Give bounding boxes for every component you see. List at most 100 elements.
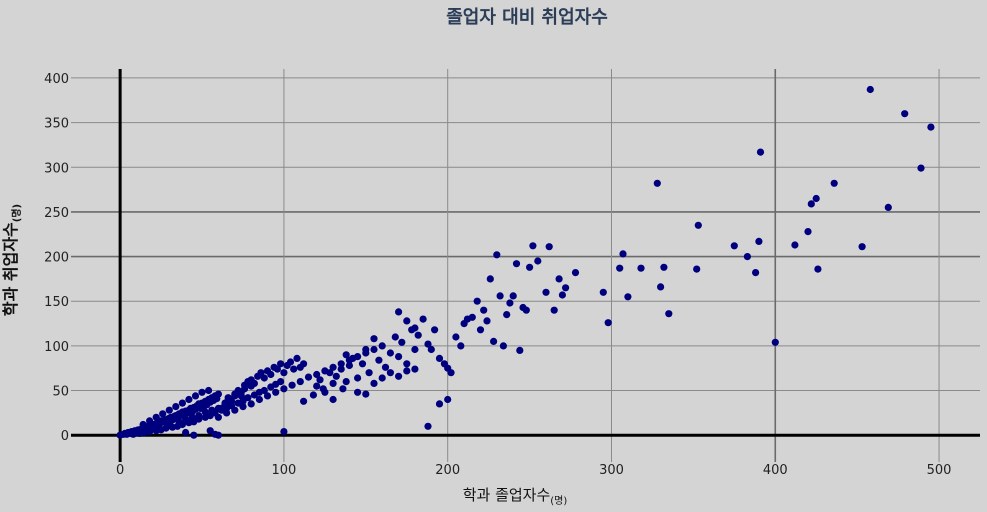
data-point bbox=[743, 253, 752, 261]
data-point bbox=[395, 372, 403, 380]
data-point bbox=[791, 241, 799, 249]
data-point bbox=[386, 369, 394, 377]
x-tick-label: 300 bbox=[599, 463, 624, 478]
data-point bbox=[277, 360, 285, 368]
data-point bbox=[290, 365, 298, 373]
data-point bbox=[214, 390, 222, 398]
data-point bbox=[129, 430, 137, 438]
data-point bbox=[349, 354, 357, 362]
data-point bbox=[378, 374, 386, 382]
data-point bbox=[288, 381, 296, 389]
data-point bbox=[545, 243, 553, 251]
data-point bbox=[185, 395, 193, 404]
axes bbox=[71, 69, 980, 462]
data-point bbox=[165, 406, 173, 414]
data-point bbox=[476, 326, 485, 334]
data-point bbox=[354, 374, 362, 382]
data-point bbox=[403, 360, 411, 368]
data-point bbox=[444, 395, 452, 404]
data-point bbox=[159, 410, 167, 418]
data-point bbox=[480, 306, 488, 314]
data-point bbox=[403, 317, 411, 325]
y-axis-label: 학과 취업자수 bbox=[1, 222, 20, 316]
data-point bbox=[280, 428, 288, 436]
data-point bbox=[293, 354, 301, 362]
data-point bbox=[190, 431, 198, 439]
data-point bbox=[550, 306, 558, 314]
data-point bbox=[529, 242, 537, 250]
data-point bbox=[263, 392, 272, 400]
data-point bbox=[398, 338, 406, 346]
data-point bbox=[300, 397, 308, 405]
data-point bbox=[146, 428, 154, 436]
data-point bbox=[858, 243, 866, 251]
data-point bbox=[927, 123, 935, 131]
data-point bbox=[227, 397, 236, 405]
data-point bbox=[562, 284, 570, 292]
data-point bbox=[526, 263, 534, 271]
data-point bbox=[542, 288, 550, 296]
data-point bbox=[208, 406, 216, 414]
x-tick-label: 100 bbox=[272, 463, 297, 478]
data-point bbox=[175, 418, 183, 426]
data-point bbox=[391, 333, 399, 341]
x-axis-label: 학과 졸업자수 bbox=[463, 486, 551, 504]
data-point bbox=[395, 308, 403, 316]
data-point bbox=[812, 194, 820, 203]
data-point bbox=[431, 326, 439, 334]
data-point bbox=[624, 293, 632, 301]
data-point bbox=[657, 283, 665, 291]
data-point bbox=[182, 415, 190, 423]
data-point bbox=[660, 263, 668, 271]
data-point bbox=[234, 386, 242, 395]
x-tick-label: 400 bbox=[763, 463, 788, 478]
data-point bbox=[403, 367, 411, 375]
data-point bbox=[814, 265, 822, 273]
data-points bbox=[116, 85, 935, 439]
data-point bbox=[555, 275, 563, 283]
data-point bbox=[362, 345, 370, 354]
data-point bbox=[304, 373, 313, 381]
data-point bbox=[490, 337, 498, 345]
data-point bbox=[188, 413, 196, 421]
data-point bbox=[411, 345, 419, 354]
data-point bbox=[473, 297, 481, 305]
data-point bbox=[917, 164, 925, 172]
data-point bbox=[300, 360, 308, 368]
data-point bbox=[604, 319, 612, 327]
data-point bbox=[329, 395, 337, 404]
data-point bbox=[752, 269, 760, 277]
data-point bbox=[214, 431, 222, 439]
data-point bbox=[362, 390, 370, 398]
data-point bbox=[332, 372, 340, 380]
data-point bbox=[665, 310, 673, 318]
data-point bbox=[516, 346, 524, 354]
data-point bbox=[534, 257, 542, 265]
data-point bbox=[509, 292, 517, 300]
data-point bbox=[493, 251, 501, 259]
data-point bbox=[506, 299, 514, 307]
data-point bbox=[386, 349, 394, 357]
data-point bbox=[483, 317, 491, 325]
data-point bbox=[730, 242, 738, 250]
x-tick-label: 200 bbox=[435, 463, 460, 478]
data-point bbox=[411, 324, 419, 332]
data-point bbox=[280, 369, 288, 377]
data-point bbox=[419, 315, 427, 323]
data-point bbox=[452, 333, 460, 341]
data-point bbox=[637, 264, 645, 272]
y-axis-title: 학과 취업자수(명) bbox=[1, 204, 23, 316]
data-point bbox=[354, 388, 362, 396]
data-point bbox=[435, 400, 444, 408]
data-point bbox=[273, 365, 281, 373]
data-point bbox=[558, 291, 567, 299]
data-point bbox=[512, 260, 521, 268]
data-point bbox=[139, 420, 147, 429]
data-point bbox=[830, 179, 838, 187]
data-point bbox=[296, 378, 304, 386]
x-tick-label: 0 bbox=[116, 463, 124, 478]
data-point bbox=[457, 342, 465, 350]
data-point bbox=[411, 365, 419, 373]
data-point bbox=[244, 394, 252, 402]
